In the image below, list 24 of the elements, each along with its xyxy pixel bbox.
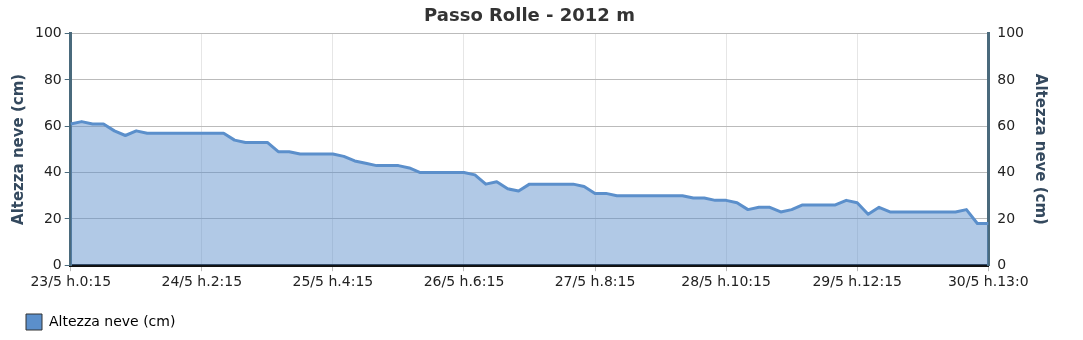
x-tick-label: 28/5 h.10:15 — [681, 273, 771, 290]
y2-tick-label: 80 — [997, 70, 1016, 87]
y2-tick-label: 40 — [997, 163, 1016, 180]
x-tick-label: 23/5 h.0:15 — [30, 273, 112, 290]
y2-tick-label: 100 — [997, 24, 1025, 41]
x-tick-label: 25/5 h.4:15 — [292, 273, 374, 290]
y-tick-label: 80 — [43, 70, 62, 87]
y-tick-label: 60 — [43, 116, 62, 133]
y2-tick-label: 20 — [997, 209, 1016, 226]
x-tick-label: 29/5 h.12:15 — [812, 273, 902, 290]
y-tick-label: 100 — [34, 24, 62, 41]
y-tick-label: 20 — [43, 209, 62, 226]
x-tick-label: 27/5 h.8:15 — [554, 273, 636, 290]
y2-tick-label: 0 — [997, 255, 1007, 272]
y2-tick-label: 60 — [997, 116, 1016, 133]
y-axis-title: Altezza neve (cm) — [8, 73, 27, 225]
legend-label: Altezza neve (cm) — [49, 312, 176, 329]
x-tick-label: 30/5 h.13:0 — [947, 273, 1029, 290]
y-tick-label: 40 — [43, 163, 62, 180]
y2-axis-title: Altezza neve (cm) — [1032, 73, 1051, 225]
y-tick-label: 0 — [52, 255, 62, 272]
x-tick-label: 24/5 h.2:15 — [161, 273, 243, 290]
x-tick-label: 26/5 h.6:15 — [423, 273, 505, 290]
chart-title: Passo Rolle - 2012 m — [424, 4, 635, 26]
